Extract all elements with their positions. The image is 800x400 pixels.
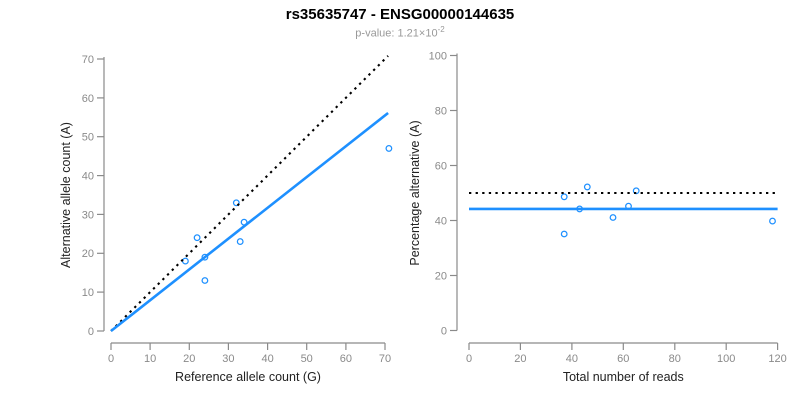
y-tick-label: 40 (435, 215, 447, 227)
data-point (385, 144, 393, 152)
x-tick-label: 0 (466, 353, 472, 365)
x-tick-label: 120 (768, 353, 786, 365)
identity-line (110, 55, 389, 332)
x-tick-label: 20 (183, 353, 195, 365)
x-tick-label: 30 (222, 353, 234, 365)
y-tick-label: 0 (441, 325, 447, 337)
y-tick-label: 20 (435, 270, 447, 282)
pvalue-exponent: -2 (437, 25, 445, 34)
reference-lines (469, 191, 778, 211)
data-point (236, 238, 244, 246)
data-point (193, 234, 201, 242)
x-tick-label: 40 (566, 353, 578, 365)
y-tick-label: 80 (435, 105, 447, 117)
y-tick-label: 0 (88, 326, 94, 338)
data-point (609, 214, 617, 221)
x-tick-label: 70 (379, 353, 391, 365)
x-tick-label: 10 (144, 353, 156, 365)
left-scatter-plot: 0 10 20 30 40 50 60 70 0 10 20 30 40 50 60 70 Reference … (59, 54, 393, 384)
data-point (232, 199, 240, 207)
axes: 0 20 40 60 80 100 0 20 40 60 80 100 120 (429, 50, 787, 365)
y-tick-label: 10 (82, 287, 94, 299)
data-point (769, 217, 776, 225)
pvalue-subtitle: p-value: 1.21×10-2 (0, 25, 800, 40)
y-tick-label: 50 (82, 132, 94, 144)
y-tick-label: 60 (82, 93, 94, 105)
x-tick-label: 60 (340, 353, 352, 365)
data-point (201, 253, 209, 261)
x-tick-label: 80 (669, 353, 681, 365)
x-tick-label: 50 (301, 353, 313, 365)
y-tick-label: 100 (429, 50, 447, 62)
axes: 0 10 20 30 40 50 60 70 0 10 20 30 40 50 60 70 (82, 54, 391, 365)
reference-lines (110, 55, 389, 333)
y-axis-title: Alternative allele count (A) (59, 122, 73, 268)
x-axis-title: Total number of reads (563, 370, 684, 384)
y-tick-label: 20 (82, 248, 94, 260)
x-axis-title: Reference allele count (G) (175, 370, 321, 384)
page-title: rs35635747 - ENSG00000144635 (285, 6, 515, 23)
y-tick-label: 60 (435, 160, 447, 172)
pvalue-text: p-value: 1.21×10 (355, 27, 438, 40)
data-point (560, 193, 568, 201)
data-point (181, 257, 189, 265)
y-tick-label: 70 (82, 54, 94, 66)
data-points (181, 144, 393, 284)
x-tick-label: 60 (617, 353, 629, 365)
data-point (583, 183, 591, 191)
x-tick-label: 20 (514, 353, 526, 365)
y-tick-label: 30 (82, 209, 94, 221)
data-point (201, 277, 209, 284)
x-tick-label: 0 (108, 353, 114, 365)
x-tick-label: 40 (261, 353, 273, 365)
y-axis-title: Percentage alternative (A) (408, 120, 422, 265)
data-point (560, 230, 568, 238)
y-tick-label: 40 (82, 170, 94, 182)
fit-line (110, 111, 389, 333)
right-scatter-plot: 0 20 40 60 80 100 0 20 40 60 80 100 120 Total number … (408, 50, 787, 384)
x-tick-label: 100 (717, 353, 735, 365)
